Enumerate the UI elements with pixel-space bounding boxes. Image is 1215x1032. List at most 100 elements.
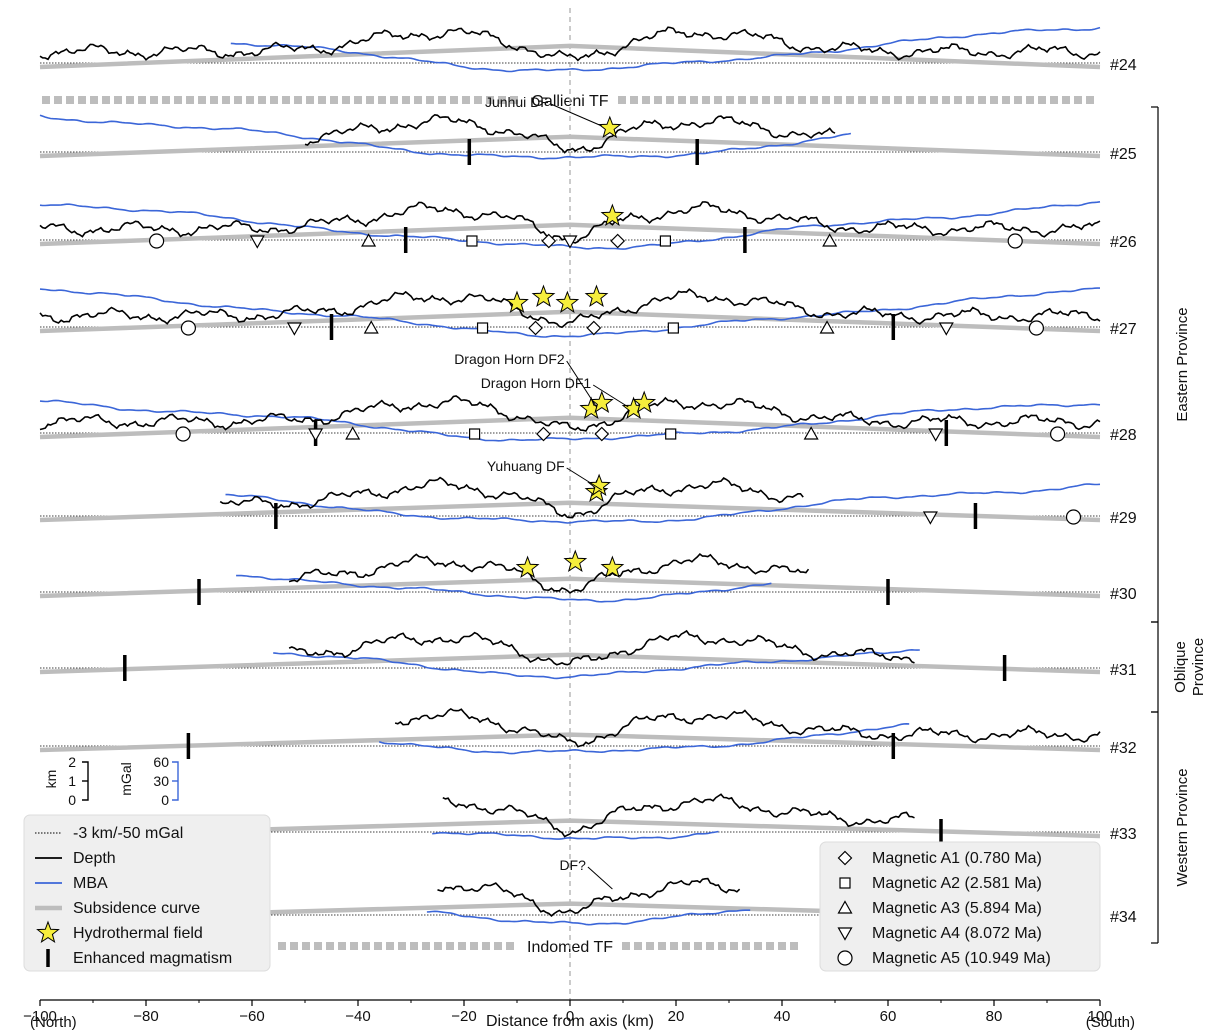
- profile-id-label: #34: [1110, 909, 1137, 926]
- province-label: Oblique: [1172, 641, 1189, 693]
- magnetic-a2-marker: [665, 428, 677, 440]
- magnetic-a1-marker: [586, 320, 602, 336]
- depth-line: [437, 877, 741, 917]
- x-end-label-north: (North): [30, 1014, 77, 1031]
- annotation-arrow: [592, 384, 629, 408]
- magnetic-a2-marker: [466, 235, 478, 247]
- x-end-label-south: (South): [1086, 1014, 1135, 1031]
- mba-line: [236, 574, 772, 603]
- magnetic-a2-marker: [476, 322, 489, 334]
- profile-id-label: #28: [1110, 427, 1137, 444]
- mba-line: [39, 114, 852, 160]
- magnetic-a2-marker: [469, 428, 481, 440]
- profile-30: #30: [39, 549, 1137, 605]
- magnetic-a4-marker: [286, 322, 302, 336]
- x-tick-label: 0: [566, 1008, 574, 1025]
- x-tick-label: 100: [1087, 1008, 1112, 1025]
- depth-line: [288, 629, 915, 666]
- hydrothermal-field-star: [515, 555, 540, 579]
- mba-line: [225, 483, 1101, 524]
- province-label: Eastern Province: [1174, 307, 1191, 421]
- profile-id-label: #26: [1110, 234, 1137, 251]
- magnetic-a5-marker: [1049, 426, 1066, 442]
- depth-line: [442, 793, 915, 838]
- legend-left-label: Enhanced magmatism: [73, 950, 232, 967]
- legend-right-label: Magnetic A2 (2.581 Ma): [872, 875, 1042, 892]
- legend-left-label: Subsidence curve: [73, 900, 200, 917]
- profile-id-label: #24: [1110, 57, 1137, 74]
- x-tick-label: 20: [668, 1008, 685, 1025]
- legend-right-label: Magnetic A4 (8.072 Ma): [872, 925, 1042, 942]
- depth-line: [39, 395, 1101, 432]
- mba-line: [378, 722, 910, 755]
- legend-left-label: Hydrothermal field: [73, 925, 203, 942]
- subsidence-curve: [39, 222, 1101, 247]
- hydrothermal-field-star: [600, 555, 625, 579]
- annotation-arrow: [566, 467, 603, 491]
- subsidence-curve: [39, 134, 1101, 159]
- profile-24: #24: [39, 26, 1137, 74]
- legend-left-label: -3 km/-50 mGal: [73, 825, 183, 842]
- hydrothermal-field-star: [563, 549, 588, 573]
- legend-left-label: MBA: [73, 875, 108, 892]
- profile-id-label: #31: [1110, 662, 1137, 679]
- magnetic-a3-marker: [363, 320, 379, 334]
- legend-right-box: [819, 841, 1101, 972]
- x-tick-label: −20: [451, 1008, 476, 1025]
- depth-scale-tick-label: 0: [68, 792, 76, 808]
- magnetic-a3-marker: [822, 233, 838, 247]
- depth-line: [394, 707, 1101, 748]
- legend-marker-a1: [837, 850, 853, 866]
- legend-right-label: Magnetic A5 (10.949 Ma): [872, 950, 1051, 967]
- magnetic-a5-marker: [175, 426, 191, 442]
- magnetic-a4-marker: [562, 235, 578, 249]
- x-tick-label: −40: [345, 1008, 370, 1025]
- legend-swatch-star: [36, 920, 60, 944]
- legend-marker-a2: [839, 877, 851, 889]
- x-tick-label: 60: [880, 1008, 897, 1025]
- province-brackets: Eastern Province Oblique Province Western P…: [1151, 106, 1207, 944]
- hydrothermal-field-star: [584, 284, 609, 308]
- magnetic-a5-marker: [1028, 320, 1045, 336]
- annotation-label: DF?: [559, 857, 586, 873]
- profile-28: Dragon Horn DF1 Dragon Horn DF2 #28: [39, 351, 1137, 446]
- mba-line: [432, 830, 719, 840]
- magnetic-a1-marker: [610, 233, 626, 249]
- annotation-label: Dragon Horn DF2: [454, 351, 565, 367]
- depth-scale-tick-label: 1: [68, 773, 76, 789]
- legend-left: -3 km/-50 mGal Depth MBA Subsidence curve Hy…: [23, 814, 271, 972]
- magnetic-a4-marker: [249, 235, 265, 249]
- x-tick-label: 80: [986, 1008, 1003, 1025]
- profile-id-label: #32: [1110, 740, 1137, 757]
- magnetic-a5-marker: [180, 320, 196, 336]
- mba-line: [230, 26, 1101, 73]
- x-tick-label: 40: [774, 1008, 791, 1025]
- scale-bars: 2 1 0 km 60 30 0 mGal: [43, 754, 179, 808]
- province-label: Province: [1190, 638, 1207, 696]
- subsidence-curve: [39, 576, 1101, 599]
- profile-25: Junhui DF #25: [39, 94, 1137, 165]
- depth-scale-tick-label: 2: [68, 754, 76, 770]
- hydrothermal-field-star: [600, 203, 625, 227]
- subsidence-curve: [39, 500, 1101, 523]
- legend-marker-a4: [837, 927, 853, 941]
- hydrothermal-field-star: [587, 473, 611, 497]
- magnetic-a4-marker: [928, 428, 944, 442]
- mba-line: [39, 287, 1100, 338]
- x-axis-title: Distance from axis (km): [486, 1013, 654, 1030]
- annotation-label: Dragon Horn DF1: [481, 375, 592, 391]
- x-axis: −100 −80 −60 −40 −20 0 20 40 60 80 100 Distance fro…: [23, 999, 1135, 1031]
- magnetic-a5-marker: [1007, 233, 1023, 249]
- mba-line: [273, 648, 920, 680]
- magnetic-a3-marker: [345, 426, 361, 440]
- annotation-label: Yuhuang DF: [487, 458, 565, 474]
- profile-id-label: #25: [1110, 146, 1137, 163]
- magnetic-a4-marker: [308, 428, 324, 442]
- mba-scale-tick-label: 30: [153, 773, 169, 789]
- x-tick-label: −60: [239, 1008, 264, 1025]
- mba-scale-tick-label: 60: [153, 754, 169, 770]
- hydrothermal-field-star: [555, 290, 580, 314]
- subsidence-curve: [39, 652, 1101, 675]
